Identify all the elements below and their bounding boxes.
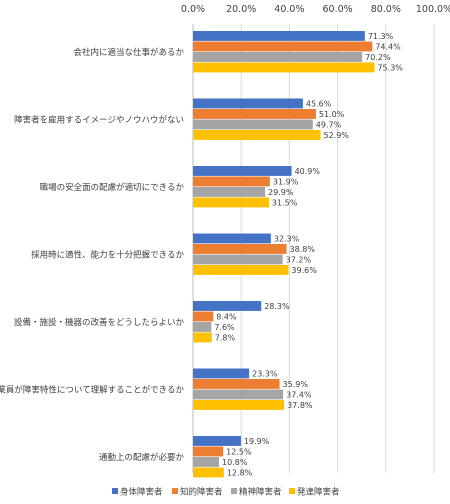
bar xyxy=(193,166,292,176)
data-label: 38.8% xyxy=(290,245,316,254)
data-label: 19.9% xyxy=(244,437,270,446)
data-label: 32.3% xyxy=(274,235,300,244)
legend-swatch xyxy=(172,488,178,494)
bar xyxy=(193,109,316,119)
data-label: 40.9% xyxy=(295,167,321,176)
data-label: 71.3% xyxy=(368,32,394,41)
bar xyxy=(193,187,266,197)
data-label: 74.4% xyxy=(375,43,401,52)
bar xyxy=(193,436,241,446)
legend-label: 身体障害者 xyxy=(120,487,163,498)
bar xyxy=(193,301,262,311)
bar xyxy=(193,176,270,187)
bar xyxy=(193,98,303,109)
data-labels: 71.3% 74.4%70.2% 75.3% 45.6%51.0% 49.7%52.9%… xyxy=(214,32,403,478)
data-label: 39.6% xyxy=(291,266,317,275)
bar xyxy=(193,244,287,254)
bar xyxy=(193,322,212,332)
bar xyxy=(193,379,280,389)
category-label: 従業員が障害特性について理解することができるか xyxy=(0,385,184,396)
bar xyxy=(193,52,363,62)
category-label: 障害者を雇用するイメージやノウハウがない xyxy=(14,115,184,126)
bar xyxy=(193,311,214,322)
x-tick-label: 20.0% xyxy=(226,4,256,15)
bar xyxy=(193,368,250,379)
data-label: 49.7% xyxy=(316,121,342,130)
data-label: 28.3% xyxy=(264,302,290,311)
data-label: 31.9% xyxy=(273,178,299,187)
x-tick-label: 60.0% xyxy=(323,4,353,15)
data-label: 51.0% xyxy=(319,110,345,119)
bar xyxy=(193,332,212,343)
legend-swatch xyxy=(112,488,118,494)
x-tick-label: 80.0% xyxy=(371,4,401,15)
bar xyxy=(193,389,284,400)
legend-swatch xyxy=(289,488,295,494)
data-label: 8.4% xyxy=(216,313,237,322)
data-label: 23.3% xyxy=(252,370,278,379)
bar xyxy=(193,467,224,478)
x-tick-label: 100.0% xyxy=(416,4,450,15)
data-label: 12.8% xyxy=(227,469,253,478)
bar xyxy=(193,119,313,130)
data-label: 10.8% xyxy=(222,458,248,467)
category-label: 設備・施設・機器の改善をどうしたらよいか xyxy=(14,317,185,328)
bar xyxy=(193,233,271,244)
bar xyxy=(193,130,321,140)
x-axis-ticks: 0.0% 20.0% 40.0% 60.0% 80.0% 100.0% xyxy=(181,4,450,15)
category-labels: 会社内に適当な仕事があるか障害者を雇用するイメージやノウハウがない職場の安全面の… xyxy=(0,47,184,463)
data-label: 7.6% xyxy=(214,323,235,332)
legend: 身体障害者 知的障害者 精神障害者 発達障害者 xyxy=(112,487,340,498)
legend-label: 知的障害者 xyxy=(180,487,223,498)
bar xyxy=(193,457,220,467)
data-label: 70.2% xyxy=(365,53,391,62)
bar xyxy=(193,41,373,52)
data-label: 31.5% xyxy=(272,199,298,208)
data-label: 37.4% xyxy=(286,391,312,400)
category-label: 採用時に適性、能力を十分把握できるか xyxy=(31,250,184,261)
bar xyxy=(193,265,289,275)
bar xyxy=(193,254,283,265)
data-label: 12.5% xyxy=(226,448,252,457)
data-label: 7.8% xyxy=(215,334,236,343)
bar xyxy=(193,400,285,410)
category-label: 職場の安全面の配慮が適切にできるか xyxy=(40,182,185,193)
data-label: 75.3% xyxy=(377,64,403,73)
bar xyxy=(193,62,375,73)
category-label: 通勤上の配慮が必要か xyxy=(99,452,185,463)
legend-swatch xyxy=(231,488,237,494)
bar xyxy=(193,446,224,457)
data-label: 35.9% xyxy=(283,380,309,389)
x-tick-label: 40.0% xyxy=(274,4,304,15)
category-label: 会社内に適当な仕事があるか xyxy=(73,47,184,58)
bar xyxy=(193,197,269,208)
bar xyxy=(193,31,365,41)
data-label: 37.2% xyxy=(286,256,312,265)
x-tick-label: 0.0% xyxy=(181,4,205,15)
legend-label: 精神障害者 xyxy=(239,487,282,498)
data-label: 37.8% xyxy=(287,401,313,410)
data-label: 52.9% xyxy=(323,131,349,140)
data-label: 29.9% xyxy=(268,188,294,197)
legend-label: 発達障害者 xyxy=(297,487,340,498)
data-label: 45.6% xyxy=(306,100,332,109)
bars xyxy=(193,31,375,478)
